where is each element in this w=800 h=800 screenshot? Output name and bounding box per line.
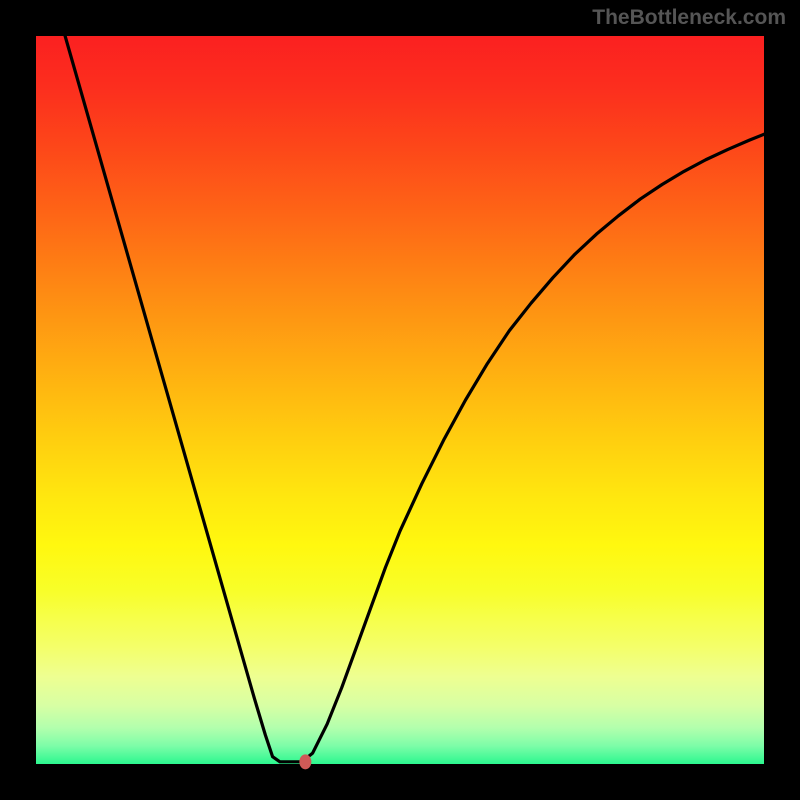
chart-svg <box>0 0 800 800</box>
chart-frame: TheBottleneck.com <box>0 0 800 800</box>
watermark-text: TheBottleneck.com <box>592 6 786 30</box>
plot-background <box>36 36 764 764</box>
optimal-point-marker <box>299 754 311 769</box>
